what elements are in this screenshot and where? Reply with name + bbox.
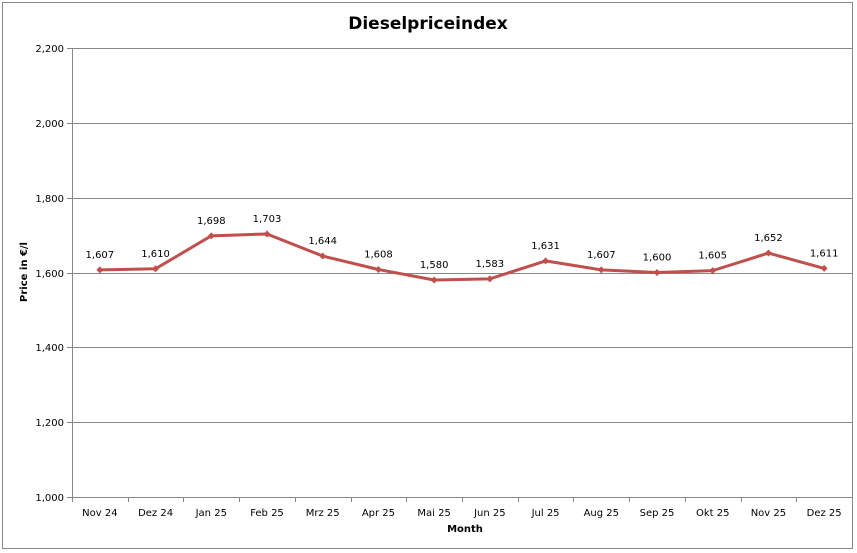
x-tick-label: Jul 25 (531, 508, 560, 519)
data-label: 1,631 (531, 241, 560, 252)
y-tick-label: 1,200 (35, 418, 64, 429)
x-axis-title: Month (447, 524, 483, 535)
y-axis-title: Price in €/l (19, 242, 30, 302)
data-label: 1,644 (308, 236, 337, 247)
x-tick-label: Jun 25 (473, 508, 506, 519)
data-point (319, 252, 327, 260)
chart-title: Dieselpriceindex (348, 14, 508, 34)
y-tick-label: 1,800 (35, 194, 64, 205)
data-label: 1,610 (141, 249, 170, 260)
x-tick-label: Apr 25 (362, 508, 395, 519)
series-line (99, 232, 825, 282)
data-label: 1,580 (420, 260, 449, 271)
data-label: 1,703 (253, 214, 282, 225)
data-label: 1,607 (86, 250, 115, 261)
data-point (653, 269, 661, 276)
y-tick-label: 2,200 (35, 44, 64, 55)
data-label: 1,698 (197, 216, 226, 227)
x-tick-label: Okt 25 (696, 508, 730, 519)
x-tick-label: Sep 25 (640, 508, 675, 519)
x-tick-label: Dez 25 (807, 508, 842, 519)
data-label: 1,600 (643, 253, 672, 264)
data-point (263, 230, 271, 238)
y-tick-label: 1,600 (35, 269, 64, 280)
data-point (374, 266, 382, 274)
x-tick-label: Jan 25 (195, 508, 227, 519)
data-point (486, 275, 494, 283)
data-label: 1,605 (698, 251, 727, 262)
y-tick-label: 2,000 (35, 119, 64, 130)
y-tick-label: 1,400 (35, 343, 64, 354)
data-point (542, 257, 550, 265)
data-point (597, 266, 605, 274)
x-tick-label: Nov 25 (751, 508, 786, 519)
data-label: 1,652 (754, 233, 783, 244)
data-point (152, 265, 160, 273)
data-label: 1,583 (476, 259, 505, 270)
data-label: 1,608 (364, 250, 393, 261)
data-point (207, 232, 215, 240)
x-tick-label: Dez 24 (138, 508, 173, 519)
x-tick-label: Aug 25 (584, 508, 619, 519)
data-point (709, 267, 717, 275)
x-tick-label: Feb 25 (250, 508, 284, 519)
data-label: 1,607 (587, 250, 616, 261)
y-tick-label: 1,000 (35, 493, 64, 504)
data-label: 1,611 (810, 248, 839, 259)
x-tick-label: Mrz 25 (306, 508, 340, 519)
data-point (96, 266, 104, 274)
data-point (764, 249, 772, 257)
x-tick-label: Nov 24 (82, 508, 117, 519)
data-point (430, 276, 438, 284)
x-tick-label: Mai 25 (417, 508, 450, 519)
data-point (820, 264, 828, 272)
